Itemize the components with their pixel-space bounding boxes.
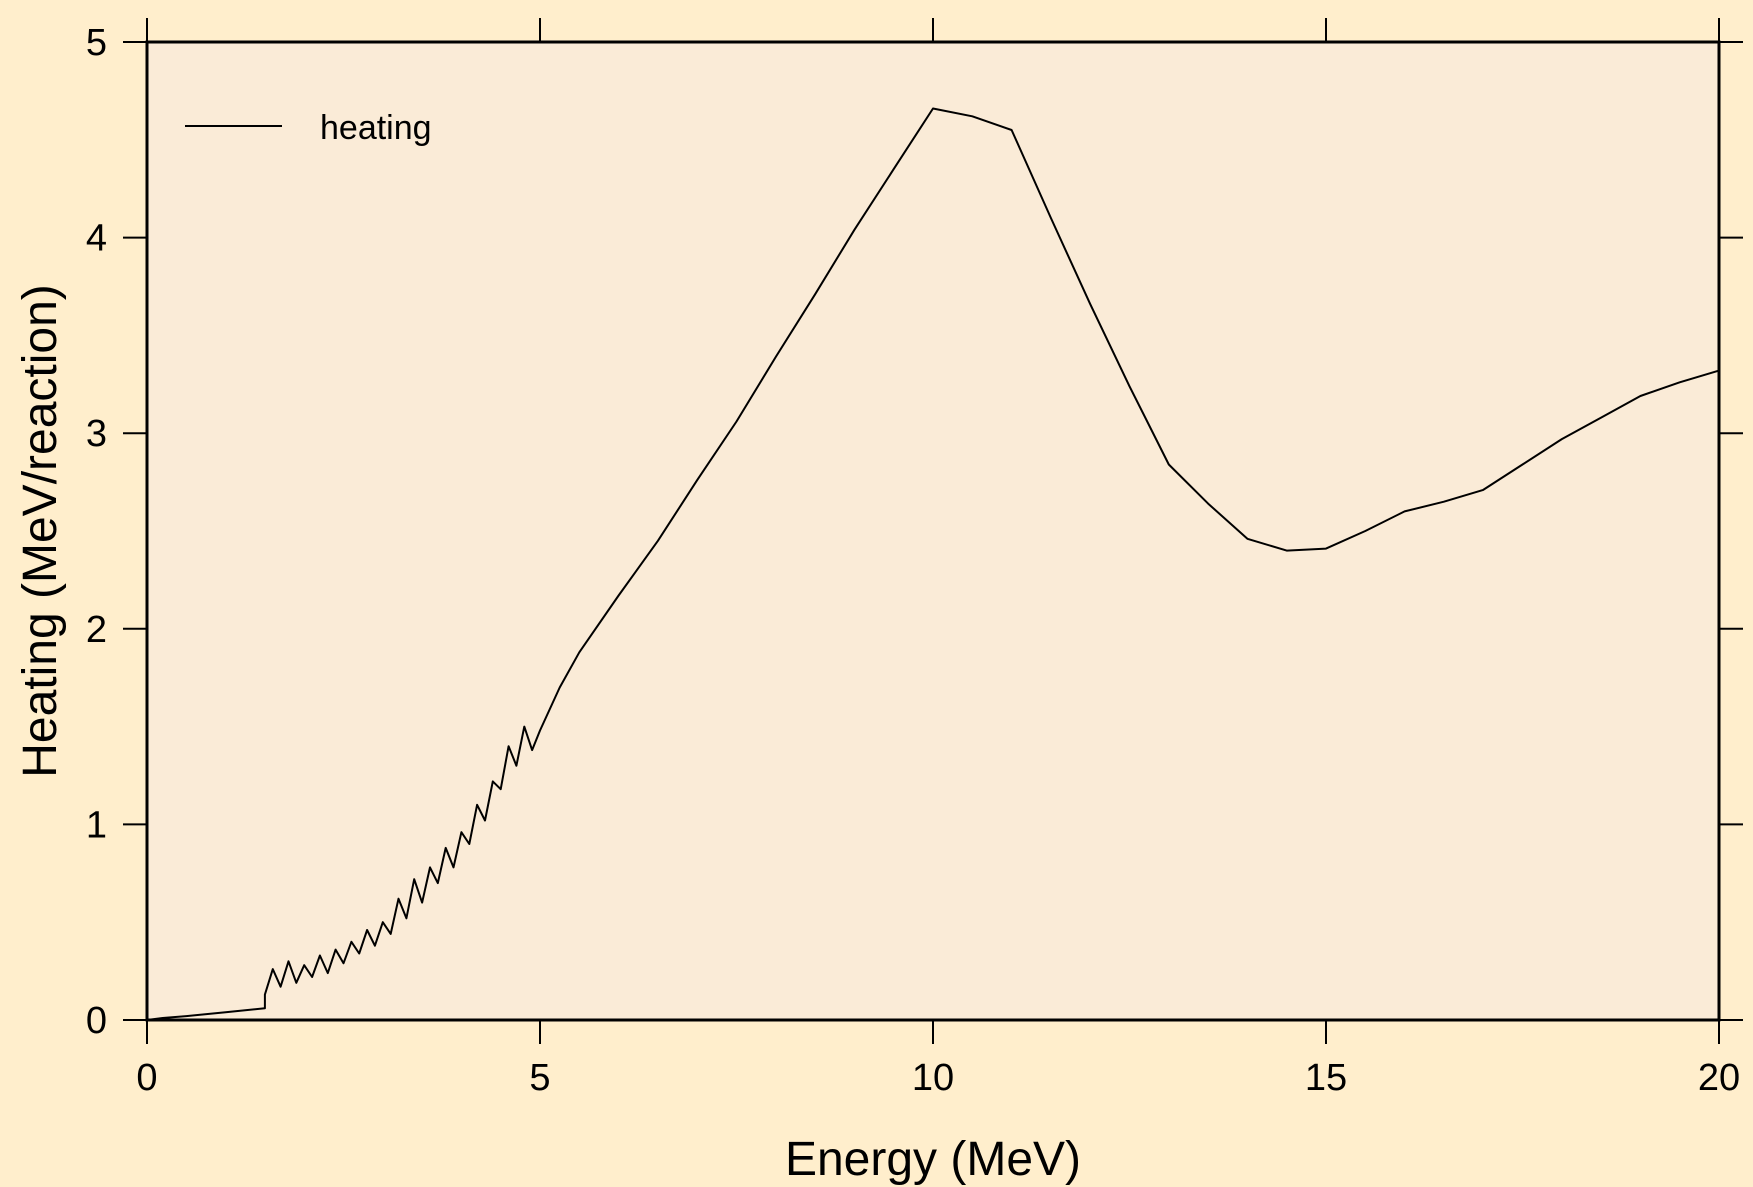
y-tick-label: 1 [86,804,107,846]
tick-labels: 0 5 10 15 20 0 1 2 3 4 5 [86,22,1740,1099]
legend: heating [185,109,432,147]
y-tick-label: 5 [86,22,107,64]
y-tick-label: 2 [86,609,107,651]
x-axis-title: Energy (MeV) [785,1133,1081,1186]
y-axis-title: Heating (MeV/reaction) [14,284,67,778]
ticks-layer [123,18,1743,1044]
x-tick-label: 5 [529,1057,550,1099]
x-tick-label: 0 [136,1057,157,1099]
series-line-heating [146,107,1720,1021]
plot-frame [145,40,1721,1022]
x-tick-label: 15 [1305,1057,1347,1099]
y-tick-label: 3 [86,413,107,455]
series-layer [146,107,1720,1021]
x-tick-label: 20 [1698,1057,1740,1099]
legend-label-heating: heating [320,109,432,147]
x-tick-label: 10 [912,1057,954,1099]
y-tick-label: 0 [86,1000,107,1042]
plot-area [147,42,1719,1020]
y-tick-label: 4 [86,218,107,260]
